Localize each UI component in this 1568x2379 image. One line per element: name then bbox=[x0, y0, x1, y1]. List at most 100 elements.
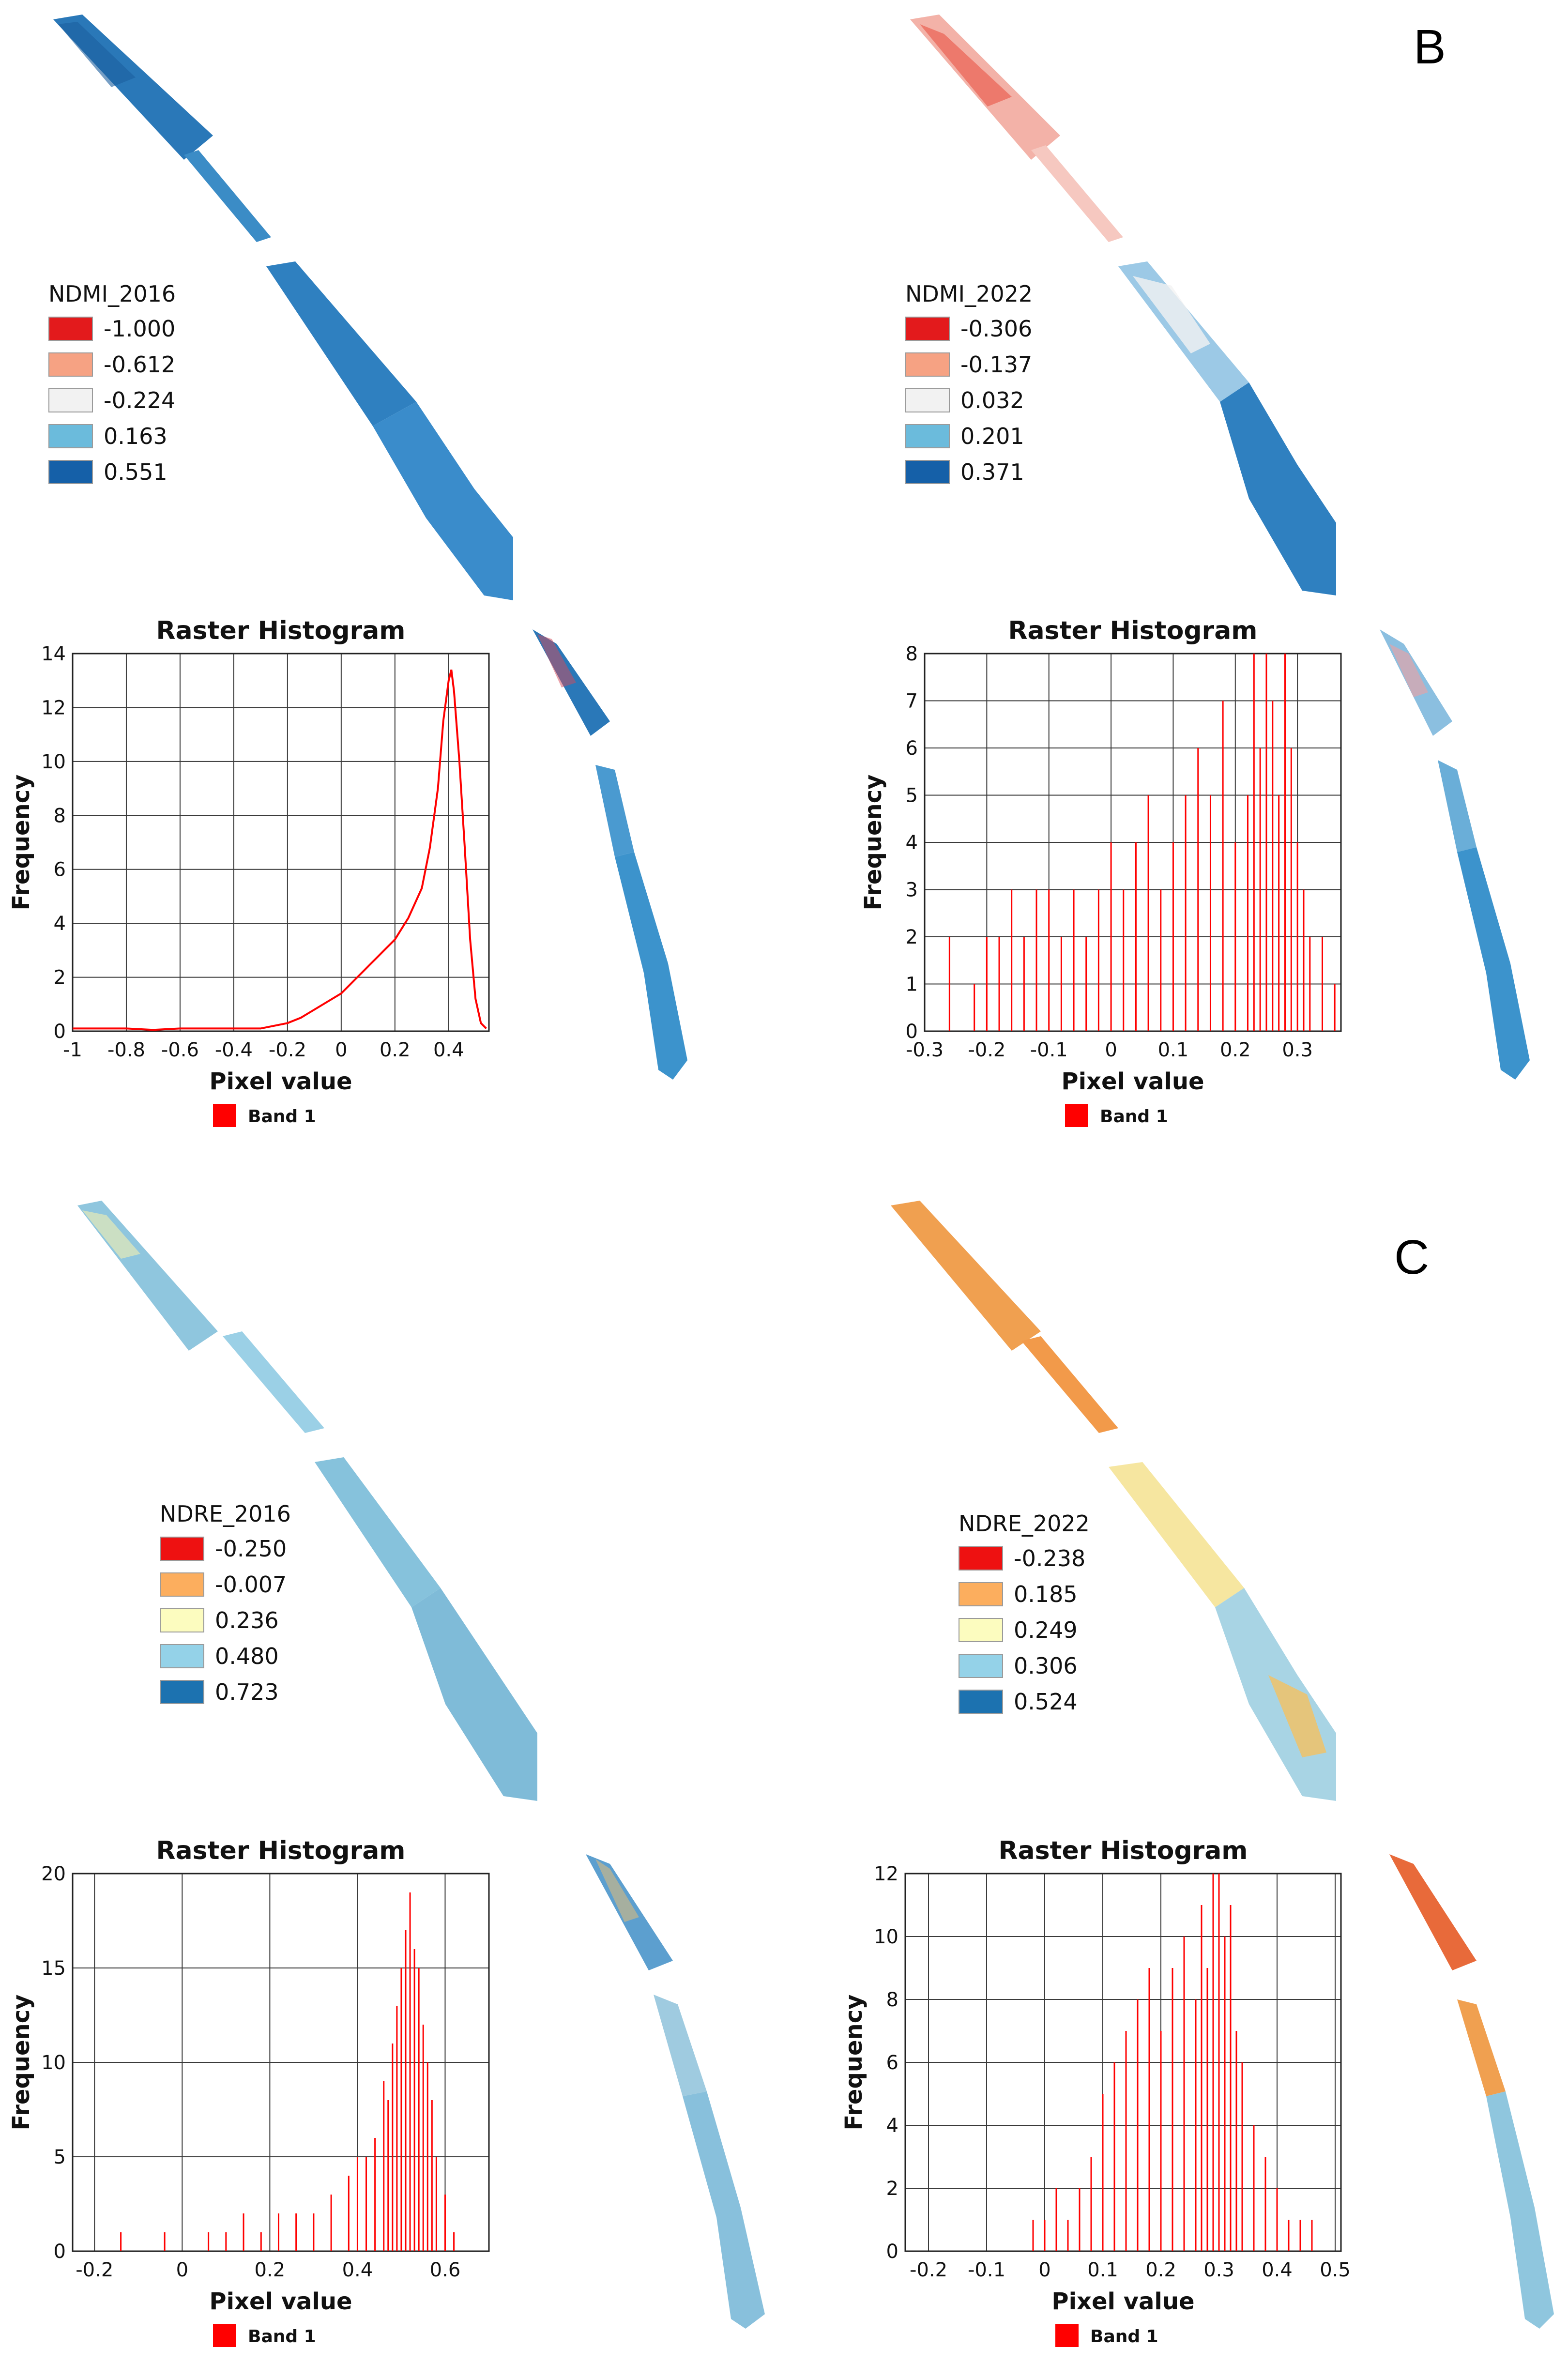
histogram-ndre-2016: Raster Histogram -0.2 0 0.2 0.4 0.6 0 5 10 15 20 Pi… bbox=[8, 1836, 490, 2347]
legend-entry: 0.371 bbox=[905, 454, 1033, 490]
legend-entry: 0.236 bbox=[160, 1602, 291, 1638]
legend-ndmi-2016: NDMI_2016 -1.000 -0.612 -0.224 0.163 0.5… bbox=[48, 281, 176, 490]
legend-label: 0.163 bbox=[104, 423, 167, 449]
y-axis-label: Frequency bbox=[8, 775, 35, 911]
legend-entry: 0.480 bbox=[160, 1638, 291, 1674]
x-tick-label: 0.3 bbox=[1203, 2259, 1234, 2281]
legend-swatch bbox=[905, 460, 950, 484]
y-tick-label: 2 bbox=[54, 967, 66, 989]
ndre-2022-map bbox=[891, 1201, 1336, 1801]
y-tick-label: 5 bbox=[906, 785, 918, 807]
panel-label-c: C bbox=[1394, 1230, 1430, 1284]
legend-entry: 0.524 bbox=[959, 1684, 1090, 1720]
y-tick-label: 14 bbox=[41, 643, 66, 665]
legend-ndmi-2022: NDMI_2022 -0.306 -0.137 0.032 0.201 0.37… bbox=[905, 281, 1033, 490]
legend-label: Band 1 bbox=[248, 1107, 316, 1127]
y-tick-label: 0 bbox=[906, 1021, 918, 1043]
legend-label: -0.137 bbox=[960, 351, 1033, 378]
y-tick-label: 0 bbox=[886, 2241, 898, 2263]
legend-swatch bbox=[48, 388, 93, 412]
x-tick-label: -0.3 bbox=[906, 1039, 944, 1061]
x-axis-label: Pixel value bbox=[209, 1068, 352, 1095]
legend-label: 0.551 bbox=[104, 459, 167, 485]
x-tick-label: 0.3 bbox=[1282, 1039, 1313, 1061]
legend-swatch bbox=[48, 352, 93, 377]
legend-swatch bbox=[1065, 1104, 1088, 1127]
legend-entry: -0.224 bbox=[48, 382, 176, 418]
ndmi-2022-map bbox=[910, 15, 1336, 595]
legend-swatch bbox=[959, 1582, 1003, 1606]
y-tick-label: 20 bbox=[41, 1863, 66, 1885]
plot-frame bbox=[72, 653, 490, 1032]
ndmi-2016-small-map bbox=[533, 629, 687, 1080]
legend-entry: 0.249 bbox=[959, 1612, 1090, 1648]
legend-entry: 0.723 bbox=[160, 1674, 291, 1710]
histogram-ndmi-2016: Raster Histogram -1 -0.8 -0.6 -0.4 -0.2 0 0.2 0.… bbox=[8, 616, 490, 1127]
legend-swatch bbox=[160, 1680, 204, 1704]
legend-label: 0.249 bbox=[1014, 1617, 1078, 1643]
x-tick-label: -1 bbox=[63, 1039, 82, 1061]
legend-swatch bbox=[160, 1537, 204, 1561]
panel-label-b: B bbox=[1414, 20, 1446, 74]
legend-label: -0.224 bbox=[104, 387, 176, 413]
y-tick-label: 8 bbox=[886, 1989, 898, 2011]
legend-title: NDMI_2016 bbox=[48, 281, 176, 307]
x-tick-label: 0 bbox=[176, 2259, 188, 2281]
x-tick-label: -0.8 bbox=[107, 1039, 145, 1061]
legend-label: -0.250 bbox=[215, 1536, 287, 1562]
plot-frame bbox=[72, 1873, 490, 2252]
legend-swatch bbox=[905, 317, 950, 341]
x-tick-label: 0.4 bbox=[433, 1039, 464, 1061]
x-tick-label: -0.2 bbox=[910, 2259, 947, 2281]
plot-frame bbox=[904, 1873, 1342, 2252]
y-tick-label: 2 bbox=[906, 926, 918, 948]
legend-label: Band 1 bbox=[1090, 2327, 1158, 2347]
x-tick-label: 0.1 bbox=[1087, 2259, 1118, 2281]
x-tick-label: -0.2 bbox=[76, 2259, 113, 2281]
y-tick-label: 5 bbox=[54, 2146, 66, 2168]
histogram-ndre-2022: Raster Histogram -0.2 -0.1 0 0.1 0.2 0.3 0.4 0.5… bbox=[840, 1836, 1351, 2347]
legend-ndre-2016: NDRE_2016 -0.250 -0.007 0.236 0.480 0.72… bbox=[160, 1501, 291, 1710]
legend-label: 0.480 bbox=[215, 1643, 279, 1669]
x-tick-label: 0.5 bbox=[1320, 2259, 1351, 2281]
ndmi-2016-map bbox=[53, 15, 513, 600]
legend-label: 0.236 bbox=[215, 1607, 279, 1633]
legend-swatch bbox=[1055, 2324, 1079, 2347]
legend-label: 0.723 bbox=[215, 1679, 279, 1705]
x-tick-label: 0 bbox=[1038, 2259, 1050, 2281]
legend-swatch bbox=[959, 1546, 1003, 1571]
x-tick-label: -0.2 bbox=[269, 1039, 306, 1061]
legend-title: NDRE_2022 bbox=[959, 1510, 1090, 1537]
legend-label: 0.185 bbox=[1014, 1581, 1078, 1607]
legend-entry: -0.137 bbox=[905, 347, 1033, 382]
legend-entry: 0.185 bbox=[959, 1576, 1090, 1612]
legend-entry: -0.306 bbox=[905, 311, 1033, 347]
legend-swatch bbox=[48, 424, 93, 448]
histogram-ndmi-2022: Raster Histogram -0.3 -0.2 -0.1 0 0.1 0.2 0.3 0 1… bbox=[860, 616, 1342, 1127]
legend-entry: -0.250 bbox=[160, 1531, 291, 1567]
chart-title: Raster Histogram bbox=[156, 616, 406, 645]
ndre-2016-map bbox=[77, 1201, 537, 1801]
legend-swatch bbox=[213, 1104, 236, 1127]
x-axis-label: Pixel value bbox=[1051, 2288, 1194, 2315]
legend-ndre-2022: NDRE_2022 -0.238 0.185 0.249 0.306 0.524 bbox=[959, 1510, 1090, 1720]
legend-swatch bbox=[213, 2324, 236, 2347]
y-tick-label: 4 bbox=[886, 2115, 898, 2137]
chart-title: Raster Histogram bbox=[999, 1836, 1248, 1865]
y-tick-label: 8 bbox=[906, 643, 918, 665]
legend-label: -1.000 bbox=[104, 316, 176, 342]
x-tick-label: 0.2 bbox=[255, 2259, 286, 2281]
y-tick-label: 7 bbox=[906, 690, 918, 713]
y-tick-label: 15 bbox=[41, 1957, 66, 1980]
y-tick-label: 3 bbox=[906, 879, 918, 901]
ndre-2016-small-map bbox=[586, 1854, 765, 2329]
x-tick-label: -0.6 bbox=[161, 1039, 199, 1061]
x-tick-label: 0.6 bbox=[430, 2259, 461, 2281]
legend-swatch bbox=[959, 1618, 1003, 1642]
y-axis-label: Frequency bbox=[840, 1995, 868, 2131]
y-tick-label: 0 bbox=[54, 2241, 66, 2263]
legend-label: 0.201 bbox=[960, 423, 1024, 449]
y-tick-label: 12 bbox=[41, 697, 66, 719]
legend-title: NDMI_2022 bbox=[905, 281, 1033, 307]
legend-label: Band 1 bbox=[1100, 1107, 1168, 1127]
